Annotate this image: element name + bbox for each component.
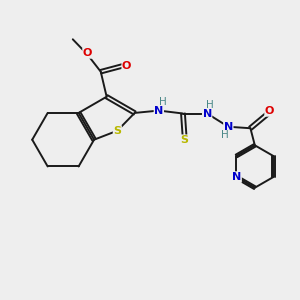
Text: S: S xyxy=(113,126,121,136)
Text: O: O xyxy=(265,106,274,116)
Text: N: N xyxy=(224,122,233,132)
Text: H: H xyxy=(159,97,167,107)
Text: N: N xyxy=(202,109,212,118)
Text: N: N xyxy=(232,172,241,182)
Text: N: N xyxy=(232,172,241,182)
Text: N: N xyxy=(154,106,164,116)
Text: O: O xyxy=(122,61,131,71)
Text: H: H xyxy=(221,130,229,140)
Text: S: S xyxy=(181,135,188,145)
Text: O: O xyxy=(83,48,92,58)
Text: H: H xyxy=(206,100,214,110)
